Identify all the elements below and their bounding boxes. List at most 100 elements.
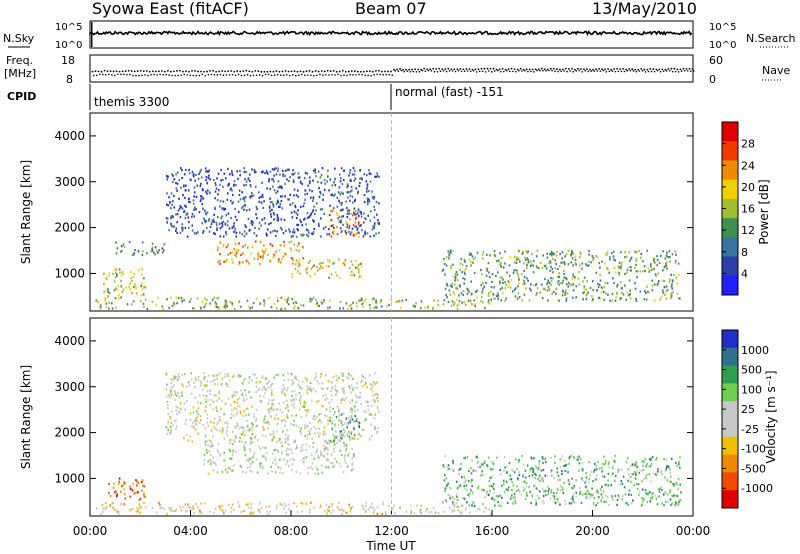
velocity-echo (243, 410, 245, 413)
velocity-echo (243, 429, 246, 432)
velocity-echo (455, 480, 458, 483)
power-echo (635, 259, 638, 262)
power-echo (563, 261, 566, 264)
power-echo (103, 272, 105, 275)
velocity-echo (638, 490, 641, 493)
velocity-echo (410, 510, 412, 513)
velocity-echo (514, 502, 517, 505)
velocity-echo (317, 382, 320, 385)
power-echo (473, 271, 476, 274)
freq-point (652, 68, 655, 71)
velocity-echo (233, 439, 235, 442)
velocity-echo (250, 405, 253, 408)
power-echo (349, 179, 352, 182)
freq-point (679, 68, 682, 71)
power-echo (117, 294, 120, 297)
power-echo (171, 304, 174, 307)
power-echo (420, 300, 423, 303)
power-echo (664, 257, 667, 260)
power-echo (199, 200, 202, 203)
velocity-echo (584, 481, 586, 484)
freq-point (166, 69, 169, 72)
velocity-echo (581, 462, 584, 465)
power-echo (151, 246, 154, 249)
power-echo (500, 257, 503, 260)
power-echo (559, 252, 561, 256)
power-echo (667, 256, 669, 259)
power-echo (120, 274, 123, 277)
nave-point (638, 70, 641, 72)
velocity-echo (341, 387, 343, 391)
power-echo (166, 175, 168, 178)
velocity-echo (184, 503, 186, 506)
power-echo (550, 261, 552, 265)
nave-tick-low: 0 (709, 73, 716, 86)
velocity-echo (652, 492, 654, 495)
velocity-echo (235, 436, 237, 439)
velocity-echo (294, 440, 296, 443)
velocity-echo (301, 459, 304, 462)
velocity-echo (673, 483, 676, 486)
velocity-echo (279, 471, 281, 474)
velocity-echo (671, 495, 673, 498)
velocity-echo (140, 506, 142, 509)
power-echo (357, 299, 360, 302)
power-echo (512, 271, 515, 275)
velocity-echo (671, 502, 673, 505)
power-echo (344, 263, 346, 266)
velocity-echo (376, 405, 379, 408)
power-echo (521, 250, 524, 253)
power-echo (338, 215, 341, 218)
velocity-echo (212, 469, 215, 472)
freq-point (94, 70, 97, 73)
power-echo (653, 257, 655, 260)
power-echo (356, 212, 359, 215)
power-echo (142, 250, 144, 253)
power-echo (173, 303, 176, 306)
power-echo (490, 290, 492, 293)
velocity-echo (332, 465, 334, 468)
power-echo (368, 304, 371, 307)
freq-point (299, 70, 302, 73)
freq-point (185, 70, 187, 73)
velocity-echo (227, 385, 229, 388)
velocity-echo (643, 498, 645, 501)
power-echo (247, 262, 250, 265)
velocity-echo (259, 511, 261, 514)
nave-point (451, 70, 454, 72)
power-echo (283, 218, 286, 221)
velocity-echo (166, 395, 168, 398)
velocity-echo (260, 400, 262, 403)
velocity-echo (608, 466, 610, 469)
velocity-echo (356, 417, 358, 420)
velocity-echo (369, 383, 372, 386)
power-echo (266, 187, 268, 190)
nave-point (503, 70, 505, 73)
velocity-echo (365, 381, 367, 384)
power-echo (177, 209, 180, 212)
velocity-echo (251, 512, 254, 515)
power-echo (321, 208, 324, 211)
velocity-echo (286, 403, 289, 406)
velocity-echo (184, 422, 187, 425)
freq-point (176, 69, 178, 72)
velocity-echo (319, 412, 322, 415)
power-echo (502, 292, 504, 295)
velocity-echo (324, 466, 327, 469)
power-echo (516, 269, 519, 272)
power-echo (555, 262, 557, 266)
power-echo (245, 259, 248, 262)
power-echo (297, 209, 299, 212)
power-echo (552, 277, 554, 280)
power-echo (516, 297, 519, 300)
velocity-echo (226, 426, 229, 429)
velocity-echo (638, 471, 641, 474)
velocity-echo (255, 417, 258, 420)
velocity-echo (324, 510, 326, 513)
power-echo (225, 301, 228, 304)
power-echo (357, 223, 360, 226)
velocity-echo (238, 374, 240, 377)
power-echo (243, 230, 246, 233)
velocity-echo (675, 494, 678, 498)
